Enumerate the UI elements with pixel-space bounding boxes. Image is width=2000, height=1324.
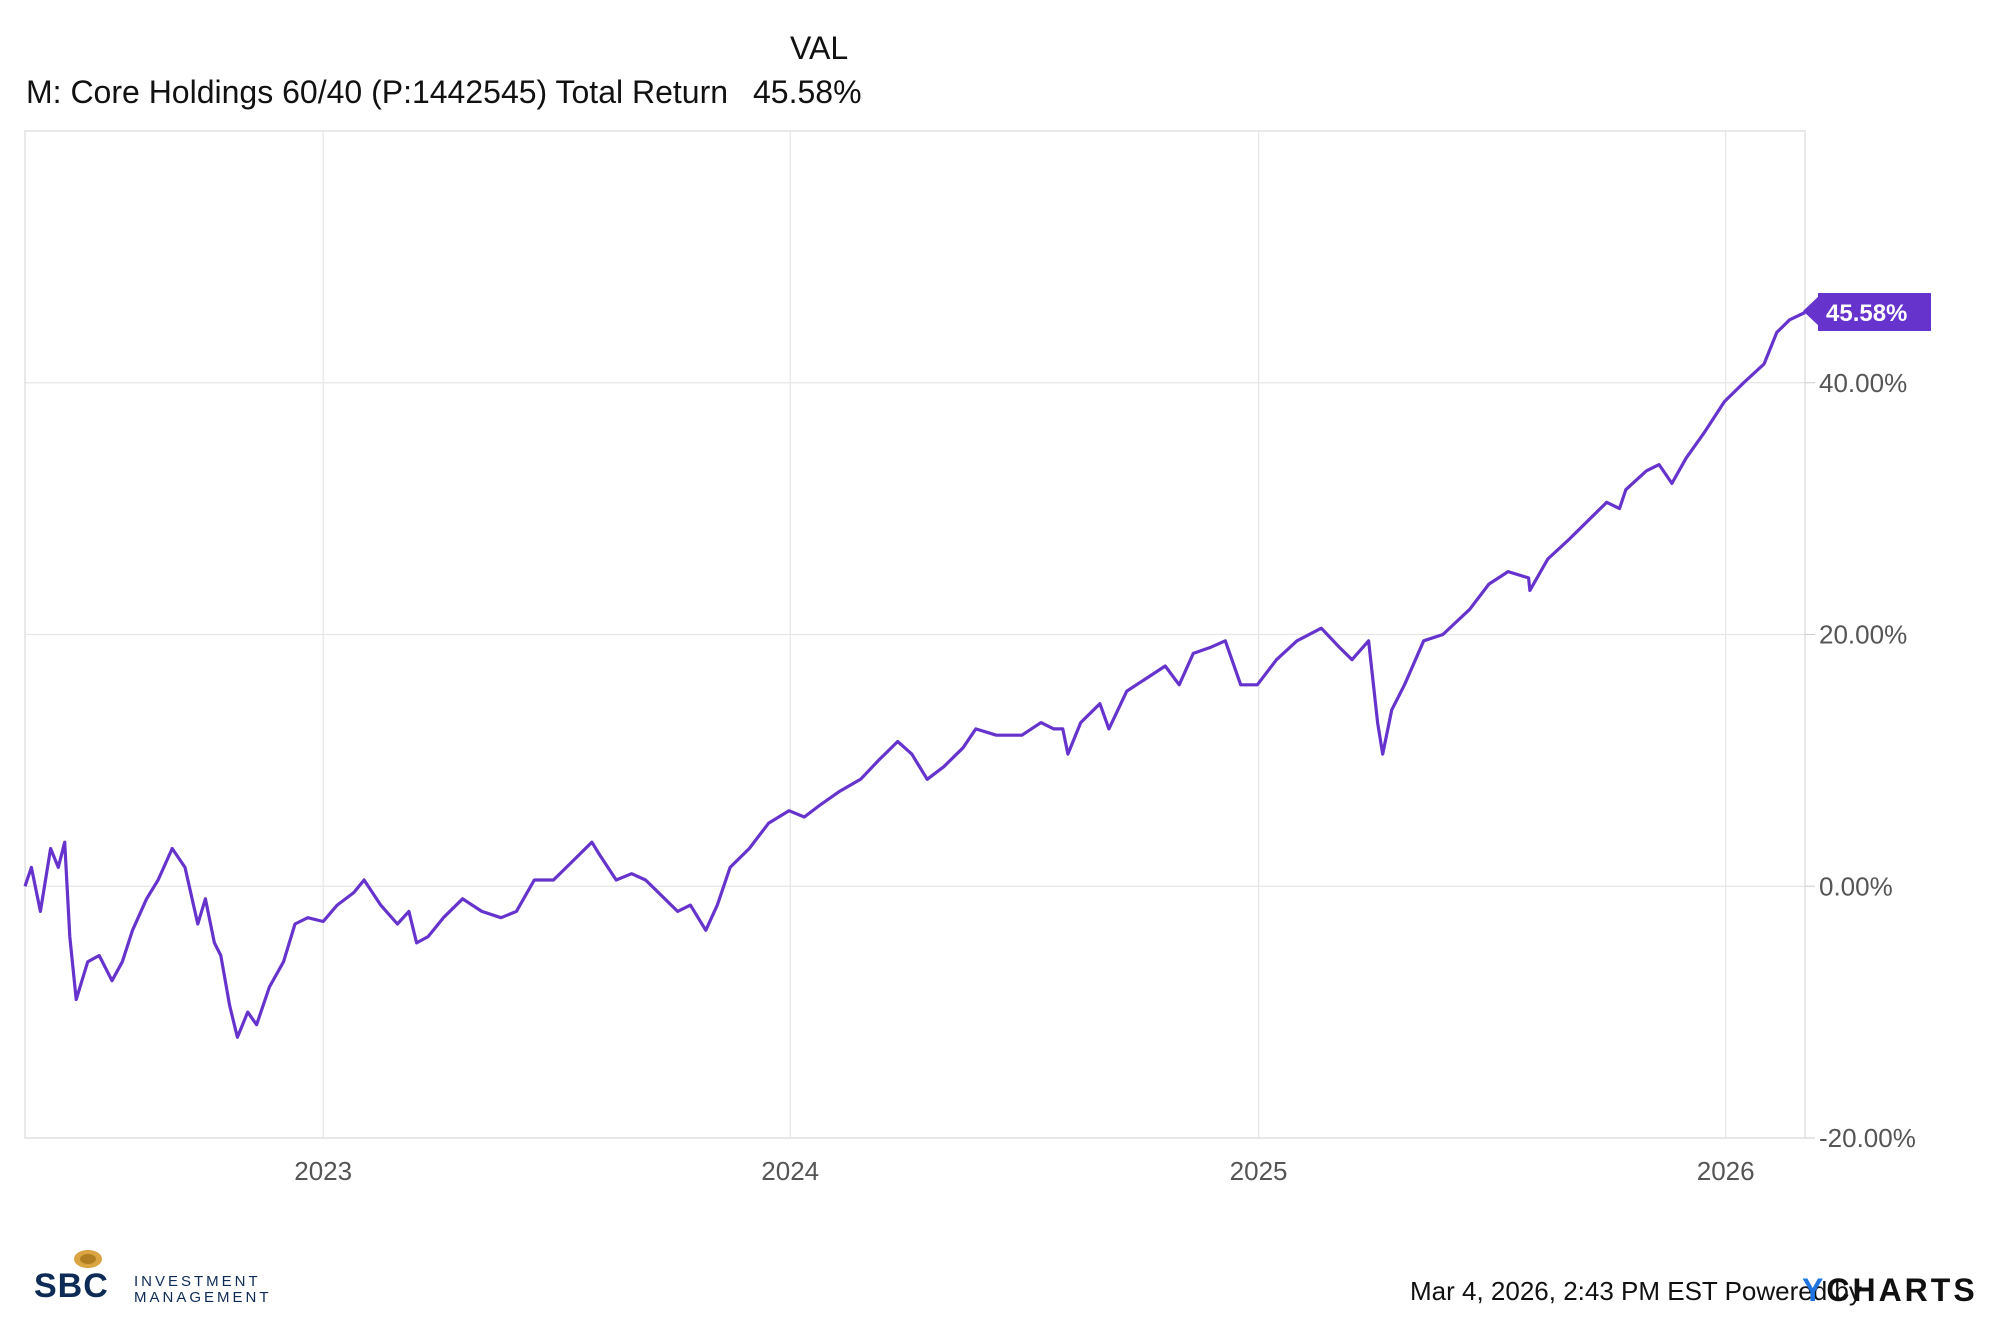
x-tick-label: 2026 xyxy=(1697,1156,1755,1186)
sbc-logo: SBC INVESTMENT MANAGEMENT xyxy=(34,1245,304,1306)
ycharts-rest: CHARTS xyxy=(1826,1272,1978,1308)
y-tick-label: 40.00% xyxy=(1819,368,1907,398)
logo-line-2: MANAGEMENT xyxy=(134,1289,272,1306)
legend-series-value: 45.58% xyxy=(753,74,862,110)
end-value-label: 45.58% xyxy=(1826,300,1907,327)
logo-brand: SBC xyxy=(34,1267,109,1305)
ycharts-y: Y xyxy=(1802,1272,1827,1308)
end-value-pointer xyxy=(1803,295,1820,327)
end-value-badge xyxy=(1818,293,1931,331)
y-tick-label: 20.00% xyxy=(1819,620,1907,650)
ycharts-logo[interactable]: YCHARTS xyxy=(1802,1272,1978,1309)
grid-layer xyxy=(25,131,1805,1139)
legend-value-header: VAL xyxy=(790,30,849,66)
x-tick-label: 2023 xyxy=(294,1156,352,1186)
footer-text: Mar 4, 2026, 2:43 PM EST Powered by xyxy=(1410,1276,1862,1307)
legend-series-name[interactable]: M: Core Holdings 60/40 (P:1442545) Total… xyxy=(26,74,729,110)
x-tick-label: 2024 xyxy=(761,1156,819,1186)
end-value-marker: 45.58% xyxy=(1803,293,1931,331)
series-layer[interactable] xyxy=(23,311,1806,1039)
x-tick-label: 2025 xyxy=(1230,1156,1288,1186)
series-line-core-holdings[interactable] xyxy=(23,311,1806,1039)
y-tick-label: 0.00% xyxy=(1819,871,1893,901)
y-tick-label: -20.00% xyxy=(1819,1123,1916,1153)
crest-icon xyxy=(74,1250,102,1268)
powered-by: Powered by xyxy=(1724,1276,1862,1306)
timestamp: Mar 4, 2026, 2:43 PM EST xyxy=(1410,1276,1718,1306)
axis-layer: -20.00% 0.00% 20.00% 40.00% 2023 2024 2025 2026 xyxy=(294,368,1916,1186)
logo-line-1: INVESTMENT xyxy=(134,1273,261,1290)
